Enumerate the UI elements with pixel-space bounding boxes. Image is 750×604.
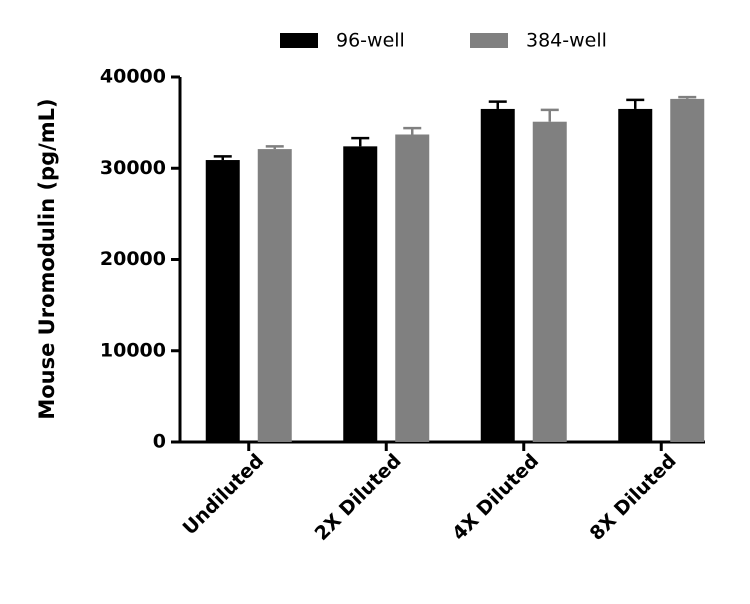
y-axis-title: Mouse Uromodulin (pg/mL) — [35, 98, 59, 419]
legend-label: 384-well — [526, 30, 607, 52]
bar — [257, 149, 292, 442]
x-tick-label: Undiluted — [179, 450, 269, 540]
bar — [205, 160, 240, 442]
y-tick-label: 20000 — [100, 248, 166, 270]
legend-swatch — [470, 33, 508, 48]
x-tick-label: 8X Diluted — [586, 450, 681, 545]
bar — [395, 134, 430, 443]
bar — [480, 108, 515, 442]
legend-label: 96-well — [336, 30, 405, 52]
bar — [618, 108, 653, 442]
bar — [670, 98, 705, 443]
y-tick-label: 10000 — [100, 339, 166, 361]
y-tick-label: 40000 — [100, 66, 166, 88]
legend-swatch — [280, 33, 318, 48]
y-tick-label: 0 — [153, 431, 166, 453]
x-tick-label: 2X Diluted — [311, 450, 406, 545]
y-tick-label: 30000 — [100, 157, 166, 179]
bar — [343, 146, 378, 442]
bar — [532, 121, 567, 443]
x-tick-label: 4X Diluted — [448, 450, 543, 545]
